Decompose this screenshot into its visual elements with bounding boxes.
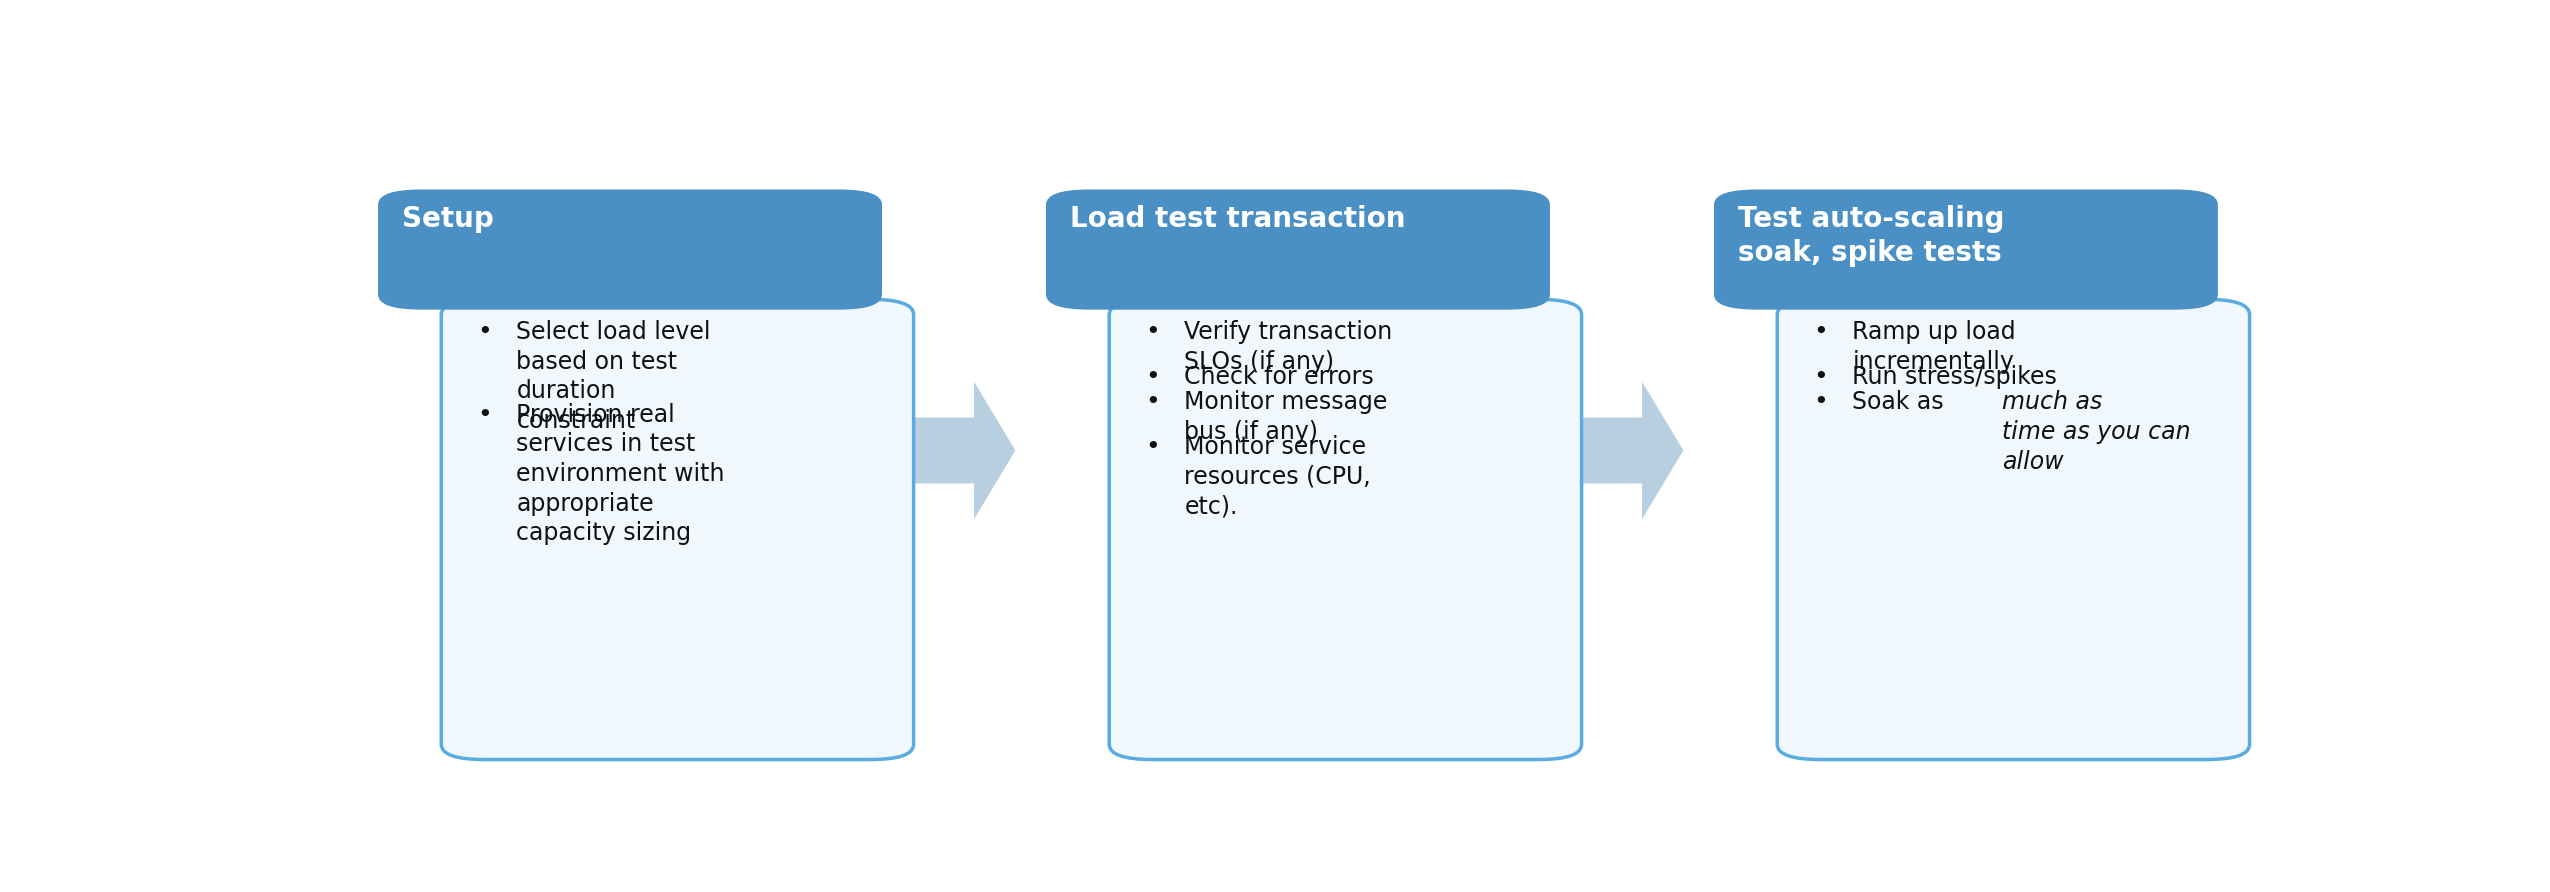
FancyBboxPatch shape xyxy=(1046,189,1550,310)
FancyBboxPatch shape xyxy=(1777,300,2249,760)
Text: •: • xyxy=(1145,320,1160,344)
Text: much as
time as you can
allow: much as time as you can allow xyxy=(2002,390,2190,474)
Text: •: • xyxy=(1145,390,1160,414)
Text: Monitor service
resources (CPU,
etc).: Monitor service resources (CPU, etc). xyxy=(1183,434,1372,518)
Text: Setup: Setup xyxy=(403,204,495,233)
Text: •: • xyxy=(1813,320,1828,344)
Text: Check for errors: Check for errors xyxy=(1183,365,1374,389)
Text: •: • xyxy=(477,320,492,344)
Text: Select load level
based on test
duration
constraint: Select load level based on test duration… xyxy=(515,320,711,433)
FancyBboxPatch shape xyxy=(377,189,882,310)
Text: Verify transaction
SLOs (if any): Verify transaction SLOs (if any) xyxy=(1183,320,1392,374)
Text: •: • xyxy=(1145,434,1160,458)
FancyBboxPatch shape xyxy=(1109,300,1581,760)
Text: Load test transaction: Load test transaction xyxy=(1068,204,1405,233)
Text: Run stress/spikes: Run stress/spikes xyxy=(1851,365,2058,389)
Text: Provision real
services in test
environment with
appropriate
capacity sizing: Provision real services in test environm… xyxy=(515,402,724,545)
Polygon shape xyxy=(908,382,1015,519)
Text: •: • xyxy=(477,402,492,426)
Polygon shape xyxy=(1576,382,1683,519)
Text: Monitor message
bus (if any): Monitor message bus (if any) xyxy=(1183,390,1387,444)
Text: Soak as: Soak as xyxy=(1851,390,1951,414)
Text: •: • xyxy=(1813,390,1828,414)
FancyBboxPatch shape xyxy=(1714,189,2218,310)
FancyBboxPatch shape xyxy=(441,300,913,760)
Text: •: • xyxy=(1145,365,1160,389)
Text: •: • xyxy=(1813,365,1828,389)
Text: Test auto-scaling
soak, spike tests: Test auto-scaling soak, spike tests xyxy=(1737,204,2004,268)
Text: Ramp up load
incrementally: Ramp up load incrementally xyxy=(1851,320,2017,374)
